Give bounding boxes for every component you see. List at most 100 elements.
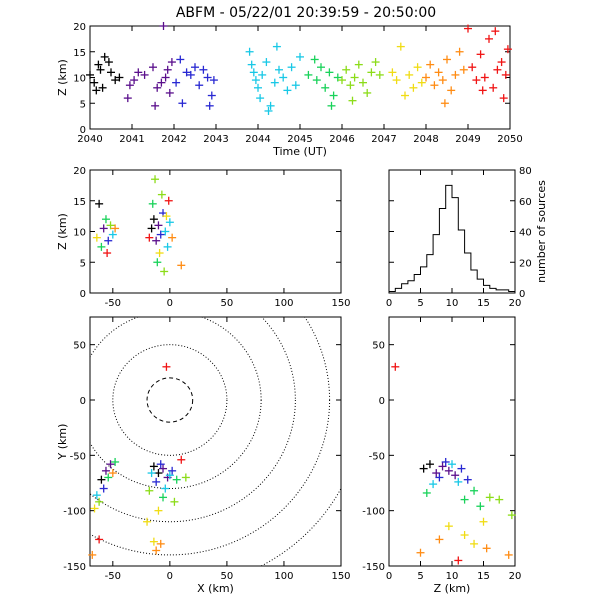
x-z-point bbox=[145, 233, 154, 242]
time-height-point bbox=[178, 99, 187, 108]
time-height-point bbox=[140, 70, 149, 79]
z-y-point bbox=[485, 493, 494, 502]
x-y-point bbox=[147, 469, 156, 478]
time-height-point bbox=[262, 58, 271, 67]
x-y-point bbox=[88, 550, 97, 559]
time-height-point bbox=[417, 78, 426, 87]
x-z-point bbox=[147, 224, 156, 233]
z-y-point bbox=[429, 480, 438, 489]
time-height-point bbox=[159, 22, 168, 30]
time-height-point bbox=[90, 78, 99, 87]
time-height-point bbox=[478, 86, 487, 95]
time-height-point bbox=[209, 76, 218, 85]
x-z-point bbox=[152, 236, 161, 245]
y-tick-label: 0 bbox=[519, 289, 525, 300]
time-height-point bbox=[205, 101, 214, 110]
x-z-point bbox=[165, 218, 174, 227]
time-height-point bbox=[272, 42, 281, 51]
time-height-point bbox=[94, 60, 103, 69]
x-axis-label: X (km) bbox=[197, 582, 234, 595]
time-height-point bbox=[321, 83, 330, 92]
y-tick-label: 5 bbox=[80, 258, 86, 269]
time-height-point bbox=[329, 91, 338, 100]
x-z-point bbox=[148, 199, 157, 208]
time-height-point bbox=[104, 58, 113, 67]
x-tick-label: 0 bbox=[386, 298, 392, 309]
y-axis-label: Y (km) bbox=[56, 424, 69, 461]
time-height-point bbox=[325, 68, 334, 77]
x-tick-label: 2049 bbox=[455, 134, 480, 145]
x-z-point bbox=[161, 227, 170, 236]
time-height-point bbox=[245, 47, 254, 56]
time-height-point bbox=[413, 63, 422, 72]
x-y-point bbox=[177, 455, 186, 464]
x-z-point bbox=[103, 249, 112, 258]
x-tick-label: 5 bbox=[417, 571, 423, 582]
time-height-point bbox=[176, 55, 185, 64]
z-y-point bbox=[504, 550, 513, 559]
time-height-point bbox=[388, 68, 397, 77]
time-height-point bbox=[191, 63, 199, 72]
x-z-point bbox=[168, 233, 177, 242]
time-height-point bbox=[359, 78, 367, 87]
time-height-point bbox=[392, 76, 401, 85]
time-height-point bbox=[111, 76, 120, 85]
z-y-point bbox=[495, 495, 504, 504]
time-height-point bbox=[333, 73, 342, 82]
y-tick-label: 80 bbox=[519, 166, 532, 177]
x-z-point bbox=[177, 261, 186, 270]
y-tick-label: 0 bbox=[80, 396, 86, 407]
time-height-point bbox=[489, 83, 498, 92]
x-z-point bbox=[97, 242, 106, 251]
figure-title: ABFM - 05/22/01 20:39:59 - 20:50:00 bbox=[176, 5, 436, 21]
x-tick-label: 50 bbox=[221, 298, 234, 309]
z-y-point bbox=[448, 460, 456, 469]
time-height-point bbox=[455, 47, 464, 56]
time-height-point bbox=[165, 88, 174, 97]
z-y-point bbox=[454, 477, 463, 486]
x-y-point bbox=[101, 466, 110, 475]
x-z-point bbox=[149, 215, 158, 224]
time-height-point bbox=[151, 101, 160, 110]
x-tick-label: 2048 bbox=[413, 134, 438, 145]
x-y-point bbox=[154, 469, 163, 478]
x-y-point bbox=[145, 486, 154, 495]
time-height-point bbox=[472, 76, 481, 85]
x-tick-label: 2041 bbox=[119, 134, 144, 145]
y-tick-label: -100 bbox=[63, 507, 86, 518]
y-tick-label: 20 bbox=[73, 22, 86, 33]
x-z-point bbox=[160, 267, 169, 276]
time-height-point bbox=[254, 83, 262, 92]
x-tick-label: 2042 bbox=[161, 134, 186, 145]
time-height-point bbox=[123, 94, 132, 103]
x-z-point bbox=[99, 224, 108, 233]
time-height-point bbox=[86, 70, 94, 79]
time-height-point bbox=[287, 63, 296, 72]
x-y-point bbox=[90, 504, 99, 513]
time-height-point bbox=[153, 83, 162, 92]
x-z-point bbox=[95, 199, 104, 208]
x-y-point bbox=[92, 491, 101, 500]
time-height-point bbox=[115, 73, 124, 82]
x-z-point bbox=[104, 236, 113, 245]
z-y-point bbox=[435, 535, 444, 544]
time-height-point bbox=[485, 34, 493, 43]
time-height-point bbox=[493, 65, 502, 74]
time-height-point bbox=[275, 65, 283, 74]
x-y-point bbox=[106, 460, 115, 469]
time-height-point bbox=[247, 60, 256, 69]
range-rings bbox=[90, 317, 341, 566]
time-height-point bbox=[440, 99, 449, 108]
range-ring bbox=[90, 317, 296, 523]
y-tick-label: 0 bbox=[80, 125, 86, 136]
x-y-point bbox=[111, 457, 120, 466]
time-height-point bbox=[405, 70, 414, 79]
time-height-point bbox=[491, 27, 500, 36]
time-height-point bbox=[296, 52, 304, 61]
y-tick-label: -100 bbox=[362, 507, 385, 518]
x-axis-label: Time (UT) bbox=[272, 145, 327, 158]
x-tick-label: 2043 bbox=[203, 134, 228, 145]
time-height-point bbox=[251, 76, 260, 85]
z-y-point bbox=[457, 464, 466, 473]
